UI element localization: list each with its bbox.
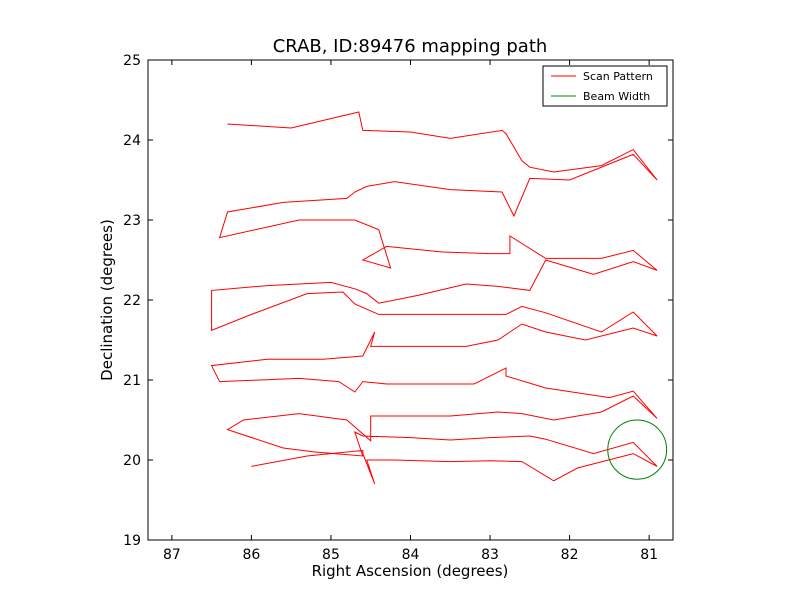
x-tick-label: 81 [640,547,658,563]
y-tick-label: 19 [123,533,141,549]
chart-title: CRAB, ID:89476 mapping path [273,36,548,57]
x-tick-label: 83 [481,547,499,563]
y-tick-label: 24 [123,133,141,149]
axis-ticks: 87 86 85 84 83 82 81 19 20 21 22 23 24 25 [123,53,673,563]
x-tick-label: 86 [242,547,260,563]
x-tick-label: 82 [561,547,579,563]
x-tick-label: 87 [163,547,181,563]
y-axis-label: Declination (degrees) [98,219,116,381]
legend-label-beam-width: Beam Width [583,90,650,103]
legend-box [542,65,668,107]
x-axis-label: Right Ascension (degrees) [312,562,509,580]
legend-label-scan-pattern: Scan Pattern [583,70,653,83]
y-tick-label: 23 [123,213,141,229]
plot-area [210,111,668,485]
y-tick-label: 21 [123,373,141,389]
y-tick-label: 20 [123,453,141,469]
x-tick-label: 84 [402,547,420,563]
legend: Scan Pattern Beam Width [542,65,668,107]
scan-pattern-line [210,111,658,485]
x-tick-label: 85 [322,547,340,563]
y-tick-label: 25 [123,53,141,69]
beam-width-circle [607,419,668,480]
y-tick-label: 22 [123,293,141,309]
